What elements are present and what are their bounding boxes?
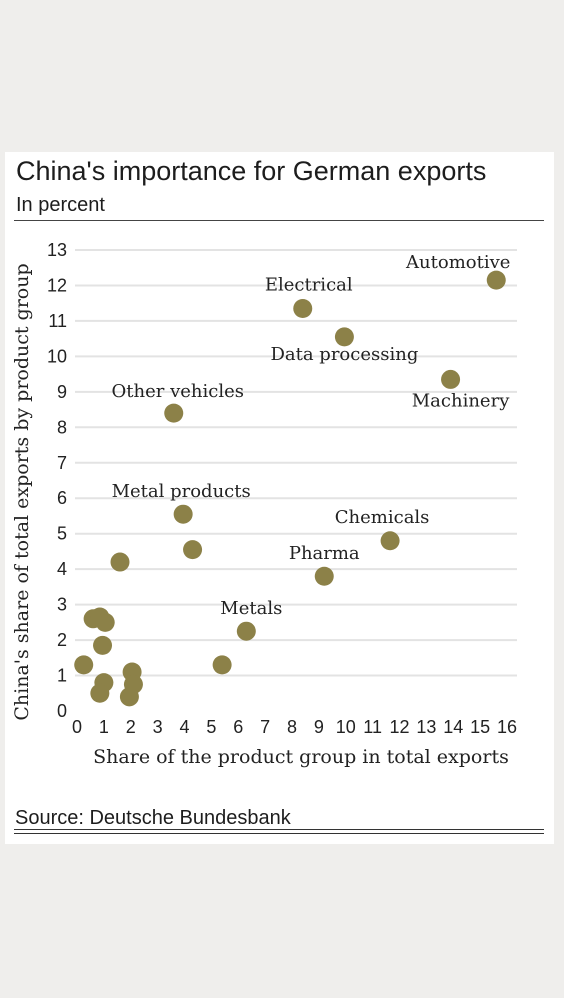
x-tick-4: 4: [179, 717, 189, 737]
y-tick-0: 0: [57, 701, 67, 721]
label-electrical: Electrical: [265, 275, 353, 296]
chart-title: China's importance for German exports: [16, 156, 487, 186]
x-tick-15: 15: [470, 717, 490, 737]
x-tick-6: 6: [233, 717, 243, 737]
label-pharma: Pharma: [289, 543, 360, 564]
grid-lines: [75, 249, 517, 677]
y-tick-7: 7: [57, 453, 67, 473]
y-tick-11: 11: [48, 311, 67, 331]
point-16: [74, 655, 94, 675]
x-tick-1: 1: [99, 717, 109, 737]
y-tick-8: 8: [57, 417, 67, 437]
bottom-rule-double: [14, 833, 544, 834]
y-axis-label: China's share of total exports by produc…: [11, 263, 33, 720]
point-10: [212, 655, 232, 675]
label-automotive: Automotive: [405, 252, 510, 273]
point-pharma: [314, 566, 334, 586]
chart-card: China's importance for German exports In…: [5, 152, 554, 844]
title-rule: [14, 220, 544, 221]
point-machinery: [441, 369, 461, 389]
x-tick-16: 16: [497, 717, 517, 737]
y-tick-4: 4: [57, 559, 67, 579]
label-metals: Metals: [220, 598, 282, 619]
source-note: Source: Deutsche Bundesbank: [15, 807, 291, 829]
point-other-vehicles: [164, 403, 184, 423]
point-21: [119, 687, 139, 707]
point-14: [95, 612, 115, 632]
data-points: [74, 270, 506, 707]
point-6: [183, 540, 203, 560]
x-tick-9: 9: [314, 717, 324, 737]
label-other-vehicles: Other vehicles: [112, 381, 244, 402]
y-tick-9: 9: [57, 382, 67, 402]
x-tick-0: 0: [72, 717, 82, 737]
y-tick-10: 10: [47, 346, 67, 366]
point-metals: [236, 621, 256, 641]
y-tick-2: 2: [57, 630, 67, 650]
x-tick-3: 3: [153, 717, 163, 737]
x-tick-labels: 0 1 2 3 4 5 6 7 8 9 10 11 12 13 14 15 16: [72, 717, 517, 737]
y-tick-3: 3: [57, 595, 67, 615]
point-chemicals: [380, 531, 400, 551]
x-axis-label: Share of the product group in total expo…: [93, 746, 509, 768]
label-metal-products: Metal products: [112, 481, 251, 502]
chart-subtitle: In percent: [16, 194, 105, 216]
x-tick-12: 12: [389, 717, 409, 737]
y-tick-12: 12: [47, 275, 67, 295]
x-tick-13: 13: [416, 717, 436, 737]
point-data-processing: [334, 327, 354, 347]
x-tick-8: 8: [287, 717, 297, 737]
y-tick-5: 5: [57, 524, 67, 544]
x-tick-2: 2: [126, 717, 136, 737]
x-tick-14: 14: [443, 717, 463, 737]
y-tick-6: 6: [57, 488, 67, 508]
point-labels: Automotive Electrical Data processing Machi…: [112, 252, 511, 619]
point-18: [90, 683, 110, 703]
label-chemicals: Chemicals: [335, 507, 430, 528]
bottom-rule: [14, 829, 544, 830]
x-tick-10: 10: [336, 717, 356, 737]
point-11: [110, 552, 130, 572]
x-tick-11: 11: [363, 717, 382, 737]
point-15: [93, 635, 113, 655]
x-tick-5: 5: [206, 717, 216, 737]
y-tick-1: 1: [57, 666, 67, 686]
point-metal-products: [173, 504, 193, 524]
point-electrical: [293, 299, 313, 319]
label-machinery: Machinery: [412, 390, 510, 411]
point-automotive: [486, 270, 506, 290]
y-tick-13: 13: [47, 240, 67, 260]
label-data-processing: Data processing: [270, 344, 418, 365]
x-tick-7: 7: [260, 717, 270, 737]
